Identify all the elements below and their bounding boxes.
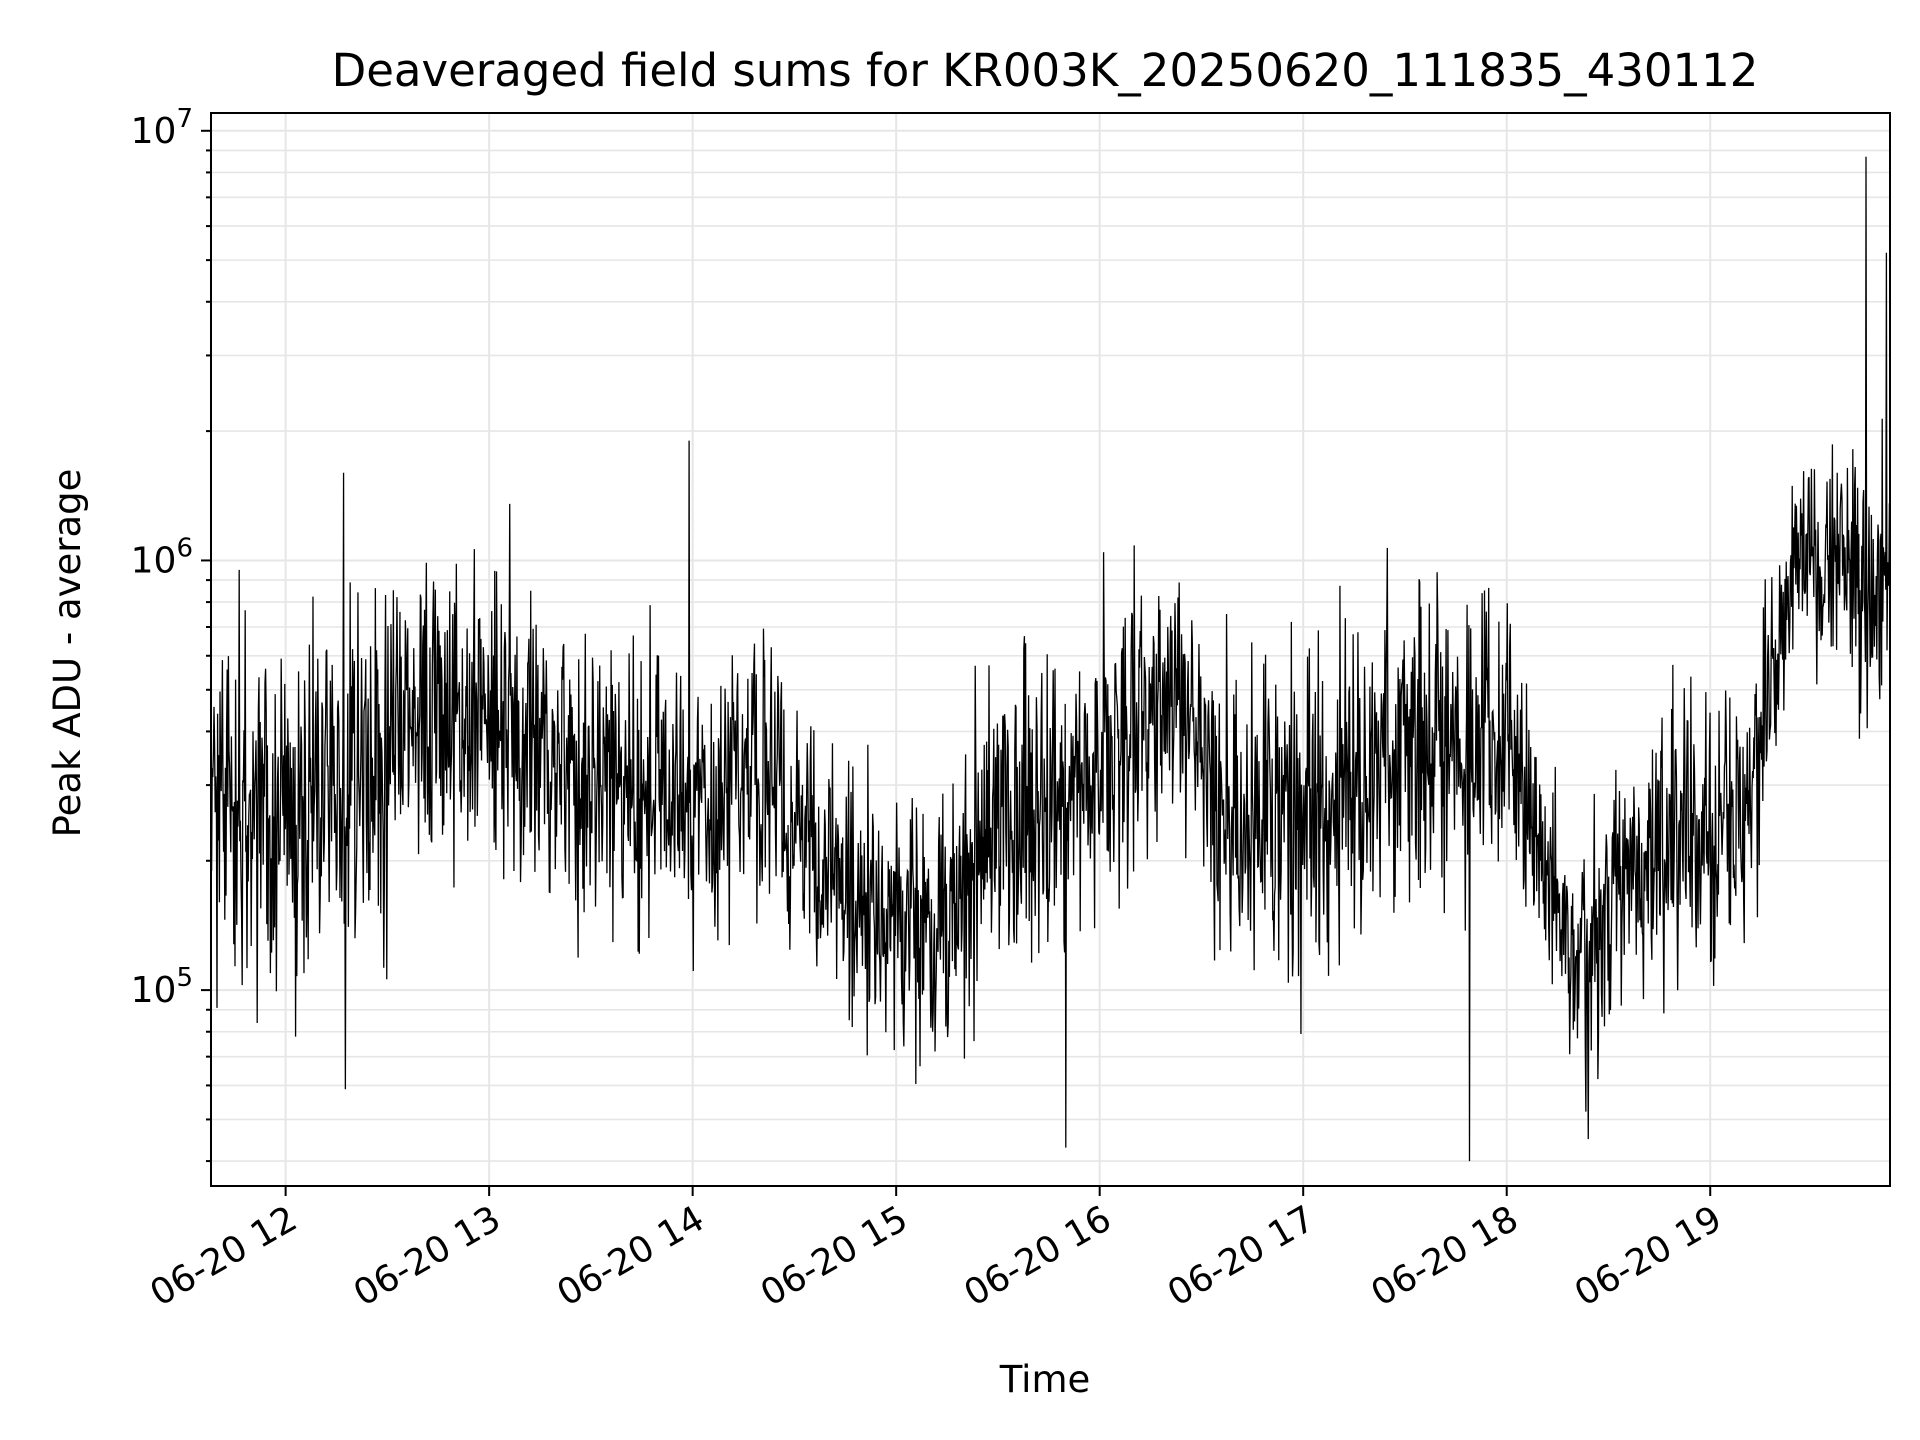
chart-title: Deaveraged field sums for KR003K_2025062…	[332, 44, 1759, 97]
x-axis-label: Time	[999, 1358, 1091, 1401]
y-tick-label: 106	[131, 533, 193, 581]
y-axis-label: Peak ADU - average	[46, 469, 89, 838]
y-tick-label: 107	[131, 104, 193, 152]
series-line	[210, 156, 1891, 1162]
y-tick-label: 105	[131, 963, 193, 1011]
plot-frame	[210, 112, 1891, 1187]
series-layer	[210, 156, 1891, 1162]
